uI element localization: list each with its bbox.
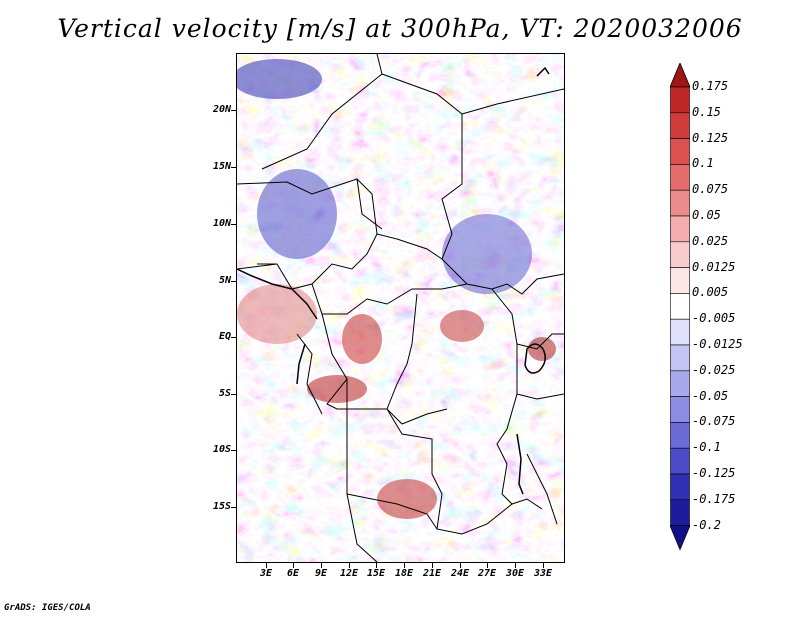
lon-label: 12E xyxy=(339,568,359,579)
colorbar-segment xyxy=(670,293,690,320)
colorbar-label: -0.0125 xyxy=(692,337,743,351)
lon-label: 15E xyxy=(366,568,386,579)
map-panel xyxy=(236,53,565,563)
updraft-cell xyxy=(377,479,437,519)
lon-tick xyxy=(376,563,377,568)
colorbar-label: 0.125 xyxy=(692,130,729,145)
lon-label: 6E xyxy=(286,568,300,579)
colorbar-segment xyxy=(670,473,690,501)
colorbar-segment xyxy=(670,370,690,397)
colorbar-label: -0.005 xyxy=(692,311,736,326)
colorbar-top-arrow xyxy=(670,63,690,88)
colorbar-segment xyxy=(670,164,690,191)
lon-label: 30E xyxy=(505,568,525,579)
colorbar-segment xyxy=(670,241,690,268)
lat-tick xyxy=(231,110,236,111)
coastlines xyxy=(237,66,550,495)
colorbar-segment xyxy=(670,138,690,165)
updraft-area xyxy=(237,284,317,344)
lon-tick xyxy=(543,563,544,568)
vertical-velocity-field xyxy=(237,54,564,562)
colorbar-label: -0.05 xyxy=(692,388,729,403)
lon-label: 24E xyxy=(450,568,470,579)
lon-tick xyxy=(293,563,294,568)
colorbar-bottom-arrow xyxy=(670,525,690,551)
lat-tick xyxy=(231,507,236,508)
lon-tick xyxy=(404,563,405,568)
colorbar-label: 0.175 xyxy=(692,79,729,93)
lat-label: EQ xyxy=(218,331,231,342)
colorbar xyxy=(670,63,690,551)
colorbar-segment xyxy=(670,86,690,114)
updraft-cell xyxy=(528,337,556,361)
lat-label: 5N xyxy=(218,275,231,286)
colorbar-label: 0.1 xyxy=(692,156,714,171)
colorbar-segment xyxy=(670,267,690,294)
lon-label: 18E xyxy=(394,568,414,579)
lon-tick xyxy=(487,563,488,568)
colorbar-label: -0.025 xyxy=(692,362,736,377)
colorbar-segment xyxy=(670,422,690,449)
colorbar-segment xyxy=(670,112,690,139)
colorbar-label: -0.075 xyxy=(692,414,736,429)
updraft-cell xyxy=(342,314,382,364)
lon-label: 33E xyxy=(533,568,553,579)
lon-tick xyxy=(432,563,433,568)
lon-tick xyxy=(515,563,516,568)
updraft-cell xyxy=(440,310,484,342)
lon-tick xyxy=(321,563,322,568)
colorbar-label: -0.175 xyxy=(692,491,736,506)
lat-tick xyxy=(231,224,236,225)
colorbar-segment xyxy=(670,318,690,346)
lat-label: 15S xyxy=(212,501,231,512)
lon-label: 3E xyxy=(259,568,273,579)
lat-label: 10S xyxy=(212,444,231,455)
lat-tick xyxy=(231,450,236,451)
colorbar-segment xyxy=(670,396,690,423)
colorbar-label: 0.05 xyxy=(692,208,721,222)
lon-label: 9E xyxy=(314,568,328,579)
lat-tick xyxy=(231,167,236,168)
lon-label: 27E xyxy=(477,568,497,579)
lon-tick xyxy=(349,563,350,568)
lon-tick xyxy=(460,563,461,568)
colorbar-label: -0.1 xyxy=(692,440,721,455)
downdraft-area xyxy=(237,59,322,99)
colorbar-label: 0.15 xyxy=(692,104,721,119)
lat-label: 15N xyxy=(212,161,231,172)
colorbar-segment xyxy=(670,499,690,526)
colorbar-label: -0.125 xyxy=(692,466,736,480)
colorbar-segment xyxy=(670,215,690,243)
colorbar-label: -0.2 xyxy=(692,517,721,532)
lat-tick xyxy=(231,337,236,338)
colorbar-segment xyxy=(670,447,690,475)
lon-tick xyxy=(266,563,267,568)
updraft-cell xyxy=(307,375,367,403)
colorbar-segment xyxy=(670,189,690,217)
lat-label: 20N xyxy=(212,104,231,115)
colorbar-label: 0.025 xyxy=(692,233,729,248)
lat-label: 10N xyxy=(212,218,231,229)
colorbar-label: 0.075 xyxy=(692,182,729,197)
lon-label: 21E xyxy=(422,568,442,579)
grads-credit: GrADS: IGES/COLA xyxy=(4,603,91,613)
lat-tick xyxy=(231,281,236,282)
lat-tick xyxy=(231,394,236,395)
downdraft-area xyxy=(442,214,532,294)
plot-title: Vertical velocity [m/s] at 300hPa, VT: 2… xyxy=(57,14,743,43)
lat-label: 5S xyxy=(218,388,231,399)
colorbar-label: 0.0125 xyxy=(692,259,736,274)
colorbar-label: 0.005 xyxy=(692,285,729,300)
downdraft-area xyxy=(257,169,337,259)
colorbar-segment xyxy=(670,344,690,372)
